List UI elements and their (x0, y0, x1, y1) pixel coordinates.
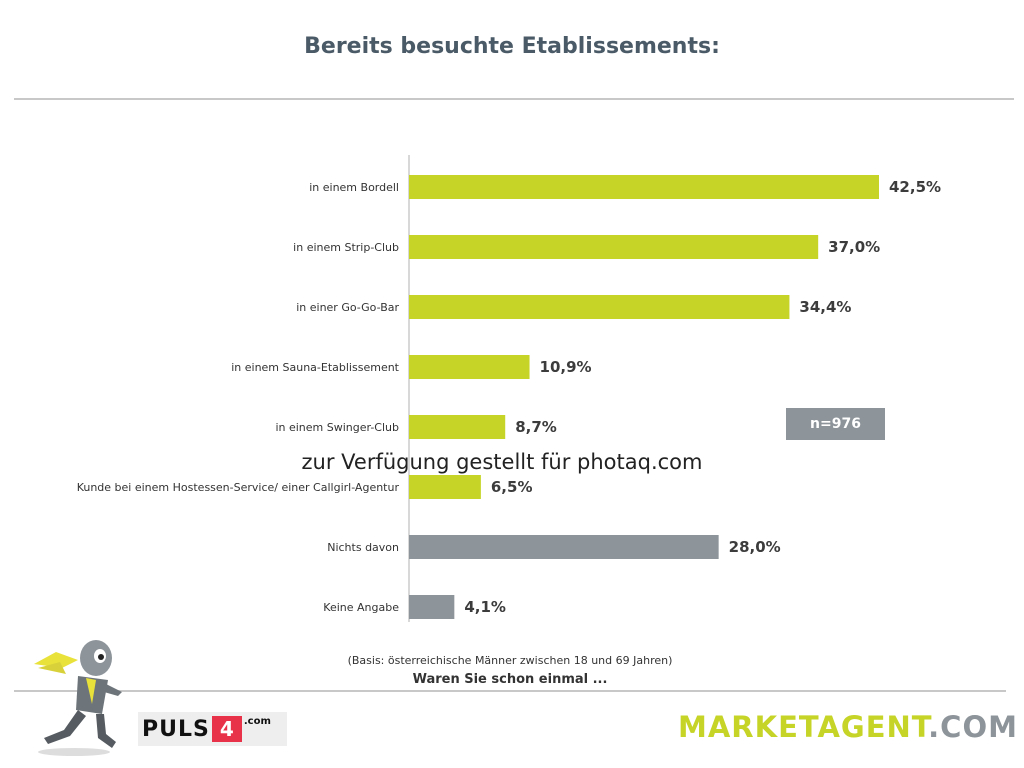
puls4-logo-number: 4 (211, 716, 242, 742)
puls4-logo-suffix: .com (243, 716, 271, 727)
bar (409, 475, 481, 499)
sample-size-badge: n=976 (786, 408, 885, 440)
mascot-icon (34, 640, 122, 756)
value-label: 28,0% (729, 538, 781, 556)
puls4-logo-text: PULS (142, 716, 210, 742)
marketagent-logo-name: MARKETAGENT (678, 710, 929, 744)
category-label: in einem Sauna-Etablissement (231, 361, 399, 374)
category-label: in einem Strip-Club (293, 241, 399, 254)
question-text: Waren Sie schon einmal ... (412, 672, 608, 687)
bar (409, 415, 506, 439)
bar-chart: in einem Bordell 42,5% in einem Strip-Club… (77, 155, 941, 622)
bar (409, 175, 879, 199)
bar (409, 595, 455, 619)
puls4-logo: PULS 4 .com (138, 712, 287, 746)
value-label: 34,4% (799, 298, 851, 316)
bar (409, 355, 530, 379)
category-label: in einem Bordell (309, 181, 399, 194)
chart-title: Bereits besuchte Etablissements: (304, 34, 720, 59)
marketagent-logo-suffix: .COM (928, 710, 1018, 744)
value-label: 37,0% (828, 238, 880, 256)
bar (409, 235, 819, 259)
value-label: 10,9% (540, 358, 592, 376)
category-label: Keine Angabe (323, 601, 399, 614)
value-label: 42,5% (889, 178, 941, 196)
value-label: 4,1% (464, 598, 506, 616)
category-label: in einer Go-Go-Bar (296, 301, 399, 314)
value-label: 6,5% (491, 478, 533, 496)
category-label: Kunde bei einem Hostessen-Service/ einer… (77, 481, 400, 494)
bar (409, 295, 790, 319)
category-label: in einem Swinger-Club (275, 421, 399, 434)
watermark-text: zur Verfügung gestellt für photaq.com (301, 450, 703, 474)
top-divider (14, 98, 1014, 100)
category-label: Nichts davon (327, 541, 399, 554)
bar (409, 535, 719, 559)
bottom-divider (14, 690, 1006, 692)
marketagent-logo: MARKETAGENT.COM (678, 710, 1018, 744)
value-label: 8,7% (515, 418, 557, 436)
basis-note: (Basis: österreichische Männer zwischen … (347, 654, 673, 667)
